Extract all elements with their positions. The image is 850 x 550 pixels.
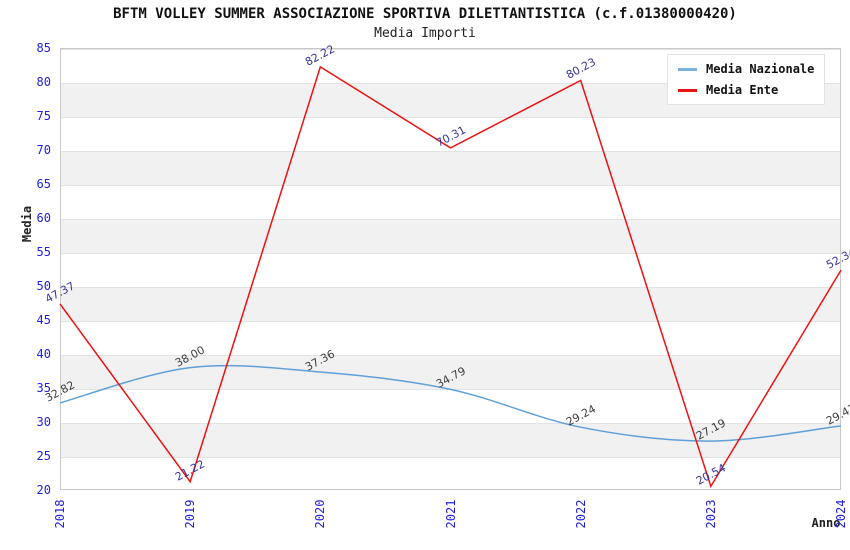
legend: Media Nazionale Media Ente bbox=[667, 54, 826, 105]
chart-title: BFTM VOLLEY SUMMER ASSOCIAZIONE SPORTIVA… bbox=[113, 6, 737, 22]
y-tick-label: 40 bbox=[36, 347, 51, 361]
y-tick-label: 50 bbox=[36, 279, 51, 293]
y-tick-label: 75 bbox=[36, 109, 51, 123]
y-axis-title: Media bbox=[20, 205, 34, 243]
y-tick-label: 80 bbox=[36, 75, 51, 89]
y-tick-label: 85 bbox=[36, 41, 51, 55]
legend-swatch-media-nazionale bbox=[678, 67, 697, 71]
y-tick-label: 65 bbox=[36, 177, 51, 191]
y-tick-label: 70 bbox=[36, 143, 51, 157]
y-tick-label: 25 bbox=[36, 449, 51, 463]
legend-item-media-ente: Media Ente bbox=[678, 83, 814, 97]
x-tick-label: 2020 bbox=[313, 499, 328, 529]
legend-label: Media Nazionale bbox=[706, 62, 815, 76]
y-tick-label: 60 bbox=[36, 211, 51, 225]
y-tick-label: 55 bbox=[36, 245, 51, 259]
chart-subtitle: Media Importi bbox=[374, 26, 476, 41]
x-tick-label: 2018 bbox=[53, 499, 67, 529]
legend-label: Media Ente bbox=[706, 83, 779, 97]
x-tick-label: 2023 bbox=[703, 499, 718, 529]
x-tick-label: 2024 bbox=[834, 499, 848, 529]
x-tick-label: 2021 bbox=[443, 499, 458, 529]
x-axis-title: Anno bbox=[811, 516, 841, 530]
y-tick-label: 30 bbox=[36, 415, 51, 429]
x-tick-label: 2022 bbox=[573, 499, 588, 529]
y-tick-label: 45 bbox=[36, 313, 51, 327]
y-tick-label: 35 bbox=[36, 381, 51, 395]
y-tick-label: 20 bbox=[36, 483, 51, 497]
x-tick-label: 2019 bbox=[183, 499, 198, 529]
legend-swatch-media-ente bbox=[678, 88, 697, 92]
legend-item-media-nazionale: Media Nazionale bbox=[678, 62, 814, 76]
